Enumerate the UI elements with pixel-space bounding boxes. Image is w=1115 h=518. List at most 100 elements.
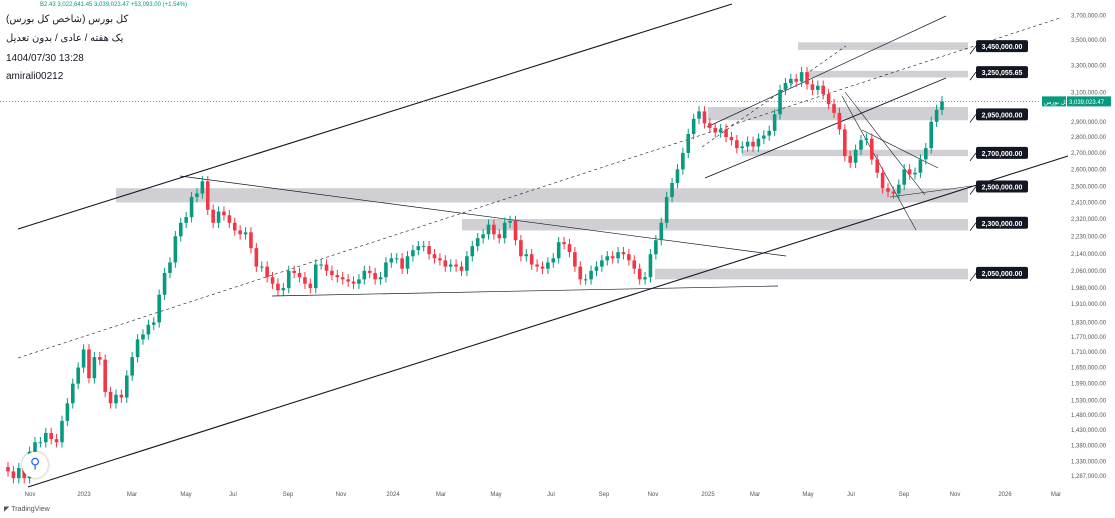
candle [816,85,820,90]
candle [578,266,583,280]
y-tick-label: 1,910,000.00 [1071,302,1107,308]
candle [405,256,410,269]
candle [934,109,939,122]
candle [789,78,793,83]
candle [135,339,140,358]
candle [762,135,766,139]
candle [810,84,815,90]
candle [378,277,383,280]
x-tick-label: Mar [127,492,137,498]
candle [475,238,480,247]
candle [114,394,118,404]
candle [195,193,199,198]
pin-icon: ⚲ [30,455,41,471]
y-tick-label: 1,650,000.00 [1071,366,1107,372]
y-tick-label: 2,230,000.00 [1071,234,1107,240]
y-tick-label: 2,140,000.00 [1071,252,1107,258]
candle [821,85,826,95]
candle [373,272,377,280]
candle [465,256,469,271]
candle [340,277,345,280]
candle [556,242,561,259]
candle [16,468,21,479]
candle [735,140,739,149]
candle [481,234,485,239]
candle [632,260,637,269]
candle [6,467,10,472]
candle [389,258,394,263]
candle [330,270,334,276]
candle [281,288,286,291]
candle [357,279,361,284]
candle [880,172,885,189]
y-tick-label: 3,100,000.00 [1071,91,1107,97]
candle [438,258,442,261]
candle [259,266,264,268]
candle [745,141,750,147]
candle [130,357,134,376]
candle [421,246,426,248]
candle [146,324,151,335]
y-tick-label: 2,500,000.00 [1071,184,1107,190]
y-tick-label: 2,320,000.00 [1071,217,1107,223]
level-labels-layer: کل بورس 3,039,023.47 3,450,000.00 3,250,055… [969,40,1111,282]
candle [33,442,37,452]
y-tick-label: 1,330,000.00 [1071,459,1107,465]
y-tick-label: 1,770,000.00 [1071,335,1107,341]
candle [870,138,874,160]
candle [891,191,896,194]
candle [119,394,124,398]
x-tick-label: Nov [25,492,36,498]
candle [627,254,631,261]
trendline [27,155,1069,488]
candle [551,258,556,263]
candle [297,272,302,278]
candle [848,156,853,163]
candle [778,89,782,115]
candle [70,383,75,404]
candle [249,232,253,249]
last-price-name: کل بورس [1044,99,1068,106]
level-callout-pointer [969,152,977,162]
candle [270,277,275,284]
candle [168,262,172,273]
y-tick-label: 3,500,000.00 [1071,38,1107,44]
x-tick-label: Sep [283,492,294,498]
candle [637,268,642,280]
candle [454,264,458,267]
candle [924,148,928,160]
candle [691,118,696,134]
candle [832,104,836,113]
timestamp: 1404/07/30 13:28 [6,53,84,64]
candle [907,169,912,175]
candle [562,242,566,245]
x-tick-label: Jul [229,492,237,498]
candle [918,159,923,173]
level-label-box [976,266,1028,279]
candle [394,258,399,260]
trendline [179,175,787,257]
candle [897,184,901,194]
candle [486,224,491,235]
y-tick-label: 2,060,000.00 [1071,269,1107,275]
drawing-tool-button[interactable]: ⚲ [22,452,48,478]
x-tick-label: May [802,492,813,498]
candle [535,264,539,267]
symbol-title: کل بورس (شاخص کل بورس) [6,14,129,25]
candle [49,432,53,440]
candle [929,121,934,149]
trendline [701,45,847,148]
candle [108,391,113,404]
candle [508,220,512,223]
candle [178,222,183,237]
candle [124,375,129,398]
candle [497,234,502,239]
candle [826,94,831,105]
candle [205,181,210,210]
candle [767,130,772,136]
x-tick-label: 2026 [998,492,1012,498]
candle [157,294,161,323]
level-label-box [976,66,1028,79]
candle [610,256,615,259]
